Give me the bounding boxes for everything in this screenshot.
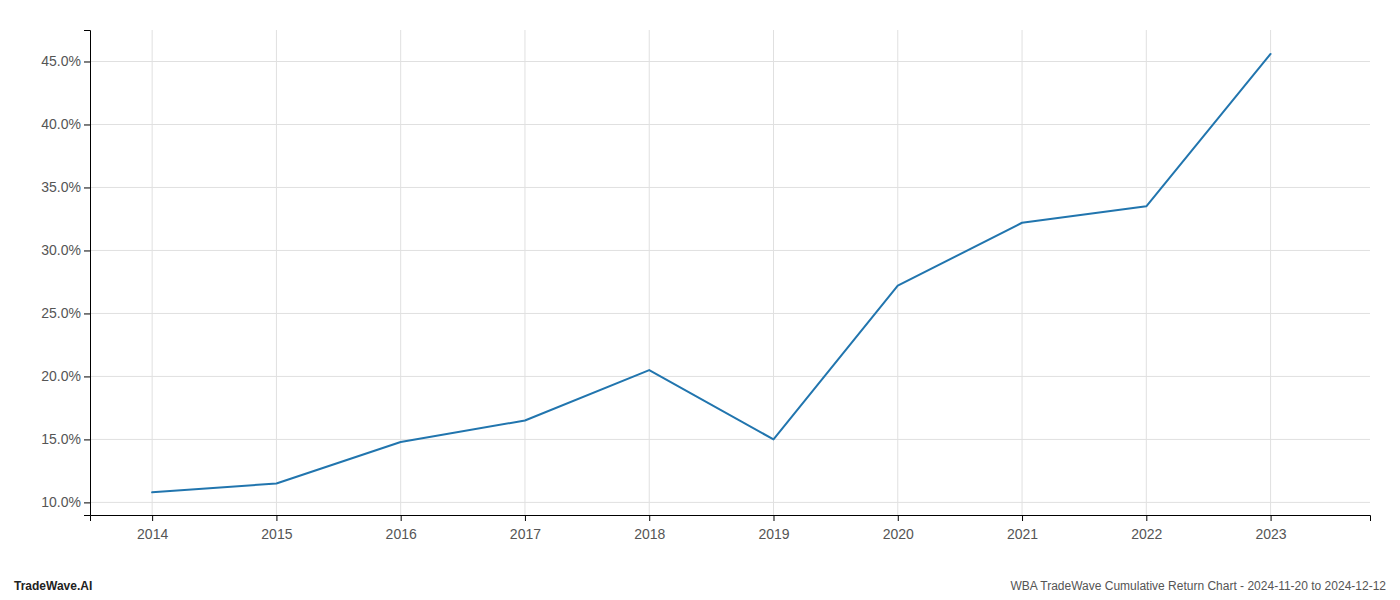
tick-label: 2016 xyxy=(386,526,417,542)
tick: 2018 xyxy=(634,515,665,542)
tick-mark xyxy=(84,376,90,377)
tick: 2023 xyxy=(1256,515,1287,542)
tick-mark xyxy=(84,439,90,440)
tick-label: 15.0% xyxy=(41,431,81,447)
tick: 2016 xyxy=(386,515,417,542)
tick-label: 20.0% xyxy=(41,368,81,384)
tick: 15.0% xyxy=(41,431,90,447)
tick: 2022 xyxy=(1131,515,1162,542)
axis-line xyxy=(91,516,1371,522)
tick: 2017 xyxy=(510,515,541,542)
footer-right: WBA TradeWave Cumulative Return Chart - … xyxy=(1010,579,1386,593)
grid-line xyxy=(773,30,774,515)
tick: 30.0% xyxy=(41,242,90,258)
plot: 2014 2015 2016 2017 2018 2019 2020 2021 2022 2023… xyxy=(41,30,1370,542)
tick-label: 40.0% xyxy=(41,116,81,132)
grid-line xyxy=(152,30,153,515)
tick-label: 2018 xyxy=(634,526,665,542)
tick-mark xyxy=(898,515,899,521)
tick-label: 2020 xyxy=(883,526,914,542)
tick-mark xyxy=(84,250,90,251)
grid-line xyxy=(649,30,650,515)
tick-mark xyxy=(401,515,402,521)
grid-line xyxy=(90,187,1370,188)
tick: 25.0% xyxy=(41,305,90,321)
tick: 45.0% xyxy=(41,53,90,69)
tick: 10.0% xyxy=(41,494,90,510)
tick-label: 2022 xyxy=(1131,526,1162,542)
grid-line xyxy=(90,376,1370,377)
grid-line xyxy=(90,124,1370,125)
tick-mark xyxy=(276,515,277,521)
tick: 2015 xyxy=(261,515,292,542)
grid-line xyxy=(90,313,1370,314)
tick-mark xyxy=(84,61,90,62)
chart: 2014 2015 2016 2017 2018 2019 2020 2021 2022 2023… xyxy=(0,0,1400,600)
grid-line xyxy=(1270,30,1271,515)
grid-line xyxy=(897,30,898,515)
x-axis: 2014 2015 2016 2017 2018 2019 2020 2021 2022 2023 xyxy=(91,515,1371,542)
tick-label: 2021 xyxy=(1007,526,1038,542)
tick-label: 2023 xyxy=(1256,526,1287,542)
tick: 2021 xyxy=(1007,515,1038,542)
tick-mark xyxy=(525,515,526,521)
grid-line xyxy=(276,30,277,515)
grid-line xyxy=(1022,30,1023,515)
tick-mark xyxy=(1146,515,1147,521)
tick-label: 45.0% xyxy=(41,53,81,69)
tick-label: 25.0% xyxy=(41,305,81,321)
marks xyxy=(152,54,1270,492)
tick-label: 2019 xyxy=(758,526,789,542)
tick: 20.0% xyxy=(41,368,90,384)
tick-mark xyxy=(1022,515,1023,521)
line xyxy=(152,54,1270,492)
tick-label: 2014 xyxy=(137,526,168,542)
tick-mark xyxy=(649,515,650,521)
tick-label: 2017 xyxy=(510,526,541,542)
grid-line xyxy=(524,30,525,515)
tick-mark xyxy=(84,313,90,314)
grid-line xyxy=(90,502,1370,503)
tick-mark xyxy=(773,515,774,521)
grid-line xyxy=(90,439,1370,440)
axis-line xyxy=(84,31,91,516)
grid-line xyxy=(90,250,1370,251)
tick: 2020 xyxy=(883,515,914,542)
tick: 40.0% xyxy=(41,116,90,132)
tick: 2019 xyxy=(758,515,789,542)
y-axis: 10.0% 15.0% 20.0% 25.0% 30.0% 35.0% 40.0% 45.0% xyxy=(41,31,90,516)
grid xyxy=(90,30,1370,515)
tick-label: 30.0% xyxy=(41,242,81,258)
tick-mark xyxy=(152,515,153,521)
tick: 35.0% xyxy=(41,179,90,195)
grid-line xyxy=(1146,30,1147,515)
grid-line xyxy=(90,61,1370,62)
tick-label: 35.0% xyxy=(41,179,81,195)
footer-left: TradeWave.AI xyxy=(14,579,92,593)
tick-mark xyxy=(84,502,90,503)
tick-mark xyxy=(84,124,90,125)
tick: 2014 xyxy=(137,515,168,542)
tick-label: 10.0% xyxy=(41,494,81,510)
tick-mark xyxy=(1271,515,1272,521)
tick-label: 2015 xyxy=(261,526,292,542)
tick-mark xyxy=(84,187,90,188)
